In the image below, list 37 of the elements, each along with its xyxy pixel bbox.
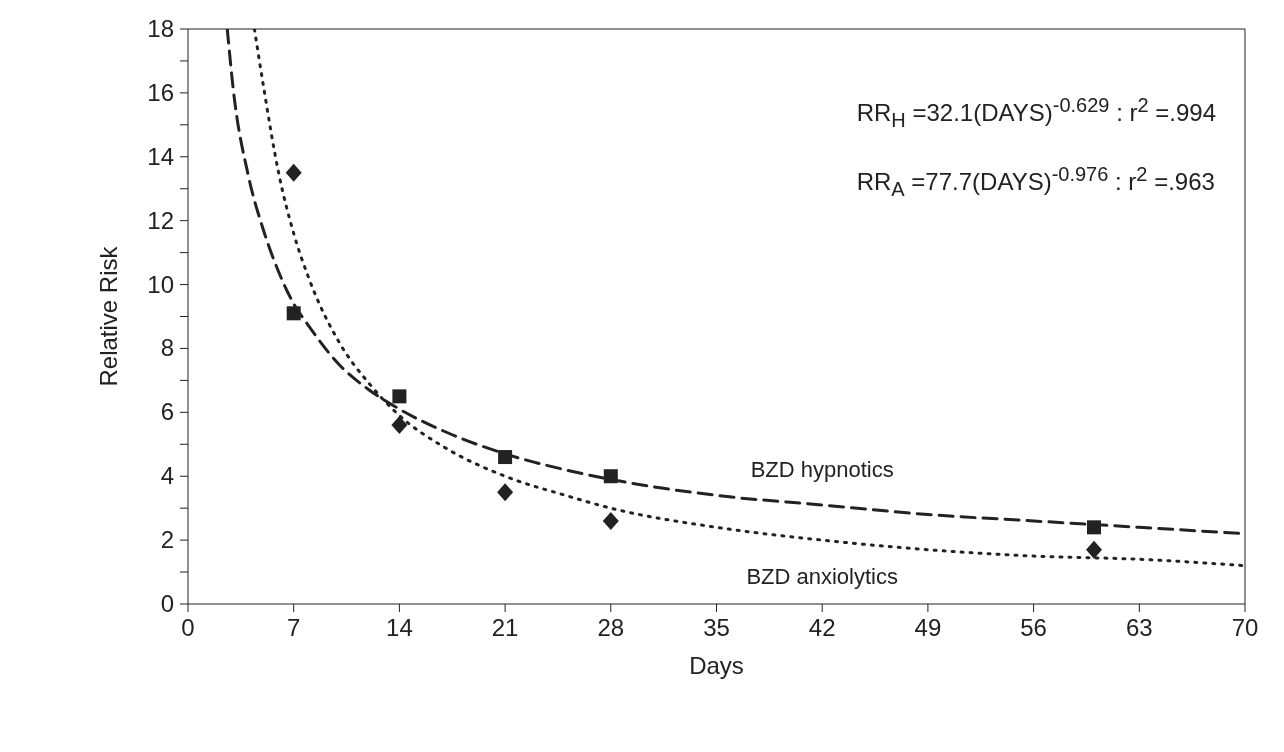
x-tick-label: 14 xyxy=(386,614,413,641)
x-tick-label: 35 xyxy=(703,614,730,641)
point xyxy=(286,306,301,321)
point xyxy=(1086,540,1102,559)
y-tick-label: 8 xyxy=(160,334,174,362)
y-tick-label: 0 xyxy=(160,590,174,617)
point xyxy=(391,416,408,435)
x-axis-title: Days xyxy=(689,652,744,679)
point xyxy=(603,469,618,484)
x-tick-label: 0 xyxy=(181,614,195,641)
y-tick-label: 4 xyxy=(160,462,174,490)
point xyxy=(285,163,302,182)
y-tick-label: 6 xyxy=(160,398,174,426)
point xyxy=(1087,520,1101,535)
x-tick-label: 49 xyxy=(914,614,942,641)
x-tick-label: 21 xyxy=(491,614,519,641)
x-tick-label: 42 xyxy=(808,614,836,641)
y-axis-title: Relative Risk xyxy=(94,245,122,387)
x-tick-label: 56 xyxy=(1020,614,1047,641)
annotation: RR$_{A}$ =77.7(DAYS)$^{-0.976}$ : r$^{2}$ =.963 xyxy=(856,161,1216,202)
x-tick-label: 28 xyxy=(597,614,625,641)
point xyxy=(498,450,513,465)
x-tick-label: 70 xyxy=(1231,614,1259,641)
y-tick-label: 10 xyxy=(147,270,174,298)
annotation: RR$_{H}$ =32.1(DAYS)$^{-0.629}$ : r$^{2}$ =.994 xyxy=(856,93,1216,133)
y-tick-label: 2 xyxy=(160,526,174,554)
y-tick-label: 12 xyxy=(147,206,174,234)
y-tick-label: 16 xyxy=(147,78,174,106)
series-label: BZD anxiolytics xyxy=(746,564,898,590)
x-tick-label: 7 xyxy=(287,614,301,641)
y-tick-label: 18 xyxy=(147,15,174,42)
series-label: BZD hypnotics xyxy=(750,456,894,482)
point xyxy=(497,483,514,502)
point xyxy=(392,389,407,404)
y-tick-label: 14 xyxy=(147,142,174,170)
x-tick-label: 63 xyxy=(1125,614,1153,641)
point xyxy=(602,511,619,530)
